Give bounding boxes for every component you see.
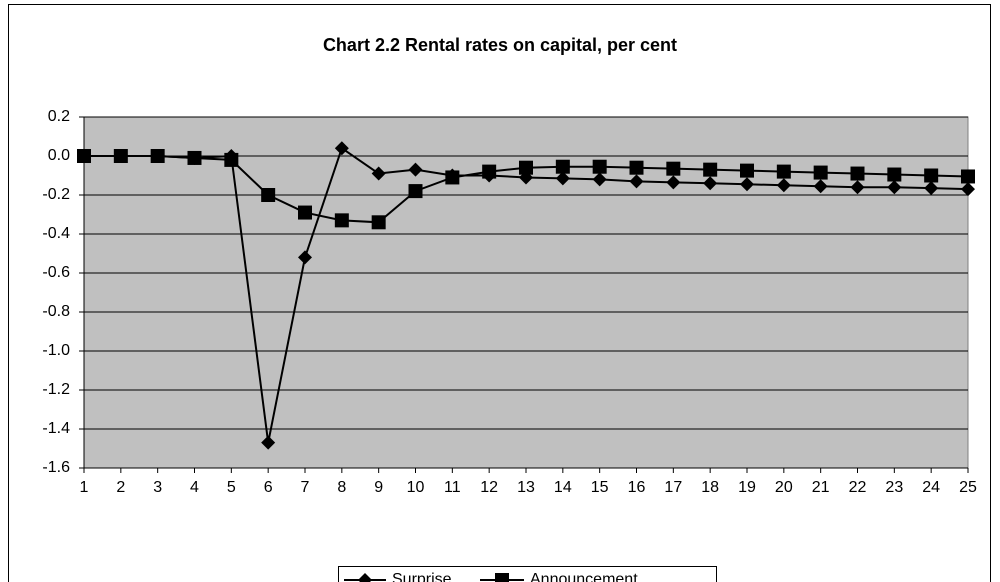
marker	[77, 149, 91, 163]
marker	[887, 167, 902, 182]
marker	[629, 174, 644, 189]
marker	[482, 164, 497, 179]
marker	[850, 166, 865, 181]
x-tick-label: 14	[554, 479, 572, 496]
y-tick-label: -1.6	[42, 459, 70, 476]
marker	[629, 160, 644, 175]
y-tick-label: -0.4	[42, 225, 70, 242]
y-tick-label: -0.8	[42, 303, 70, 320]
marker	[961, 169, 975, 184]
marker	[150, 149, 165, 163]
x-tick-label: 16	[628, 479, 646, 496]
y-tick-label: 0.2	[48, 108, 70, 125]
marker	[298, 250, 312, 265]
marker	[371, 166, 386, 181]
x-tick-label: 15	[591, 479, 609, 496]
marker	[703, 176, 718, 191]
marker	[261, 435, 276, 450]
x-tick-label: 21	[812, 479, 830, 496]
marker	[924, 181, 939, 196]
x-tick-label: 6	[264, 479, 273, 496]
x-tick-label: 7	[301, 479, 310, 496]
x-tick-label: 2	[116, 479, 125, 496]
x-tick-label: 4	[190, 479, 199, 496]
marker	[187, 150, 202, 165]
marker	[298, 205, 312, 220]
x-tick-label: 13	[517, 479, 535, 496]
y-tick-label: -1.2	[42, 381, 70, 398]
y-tick-label: -1.4	[42, 420, 70, 437]
chart-title: Chart 2.2 Rental rates on capital, per c…	[323, 35, 677, 55]
marker	[224, 152, 239, 167]
x-tick-label: 10	[407, 479, 425, 496]
x-tick-label: 17	[664, 479, 682, 496]
marker	[703, 162, 718, 177]
y-tick-label: -1.0	[42, 342, 70, 359]
x-tick-label: 8	[337, 479, 346, 496]
x-tick-label: 25	[959, 479, 977, 496]
marker	[850, 180, 865, 195]
legend-label: Surprise	[392, 571, 452, 582]
marker	[261, 188, 276, 202]
legend-marker	[358, 573, 372, 582]
marker	[666, 161, 681, 176]
marker	[408, 162, 423, 177]
x-tick-label: 5	[227, 479, 236, 496]
y-tick-label: -0.2	[42, 186, 70, 203]
marker	[334, 141, 349, 156]
marker	[961, 182, 975, 197]
legend-marker	[495, 573, 509, 582]
marker	[592, 172, 607, 187]
marker	[445, 170, 460, 185]
marker	[113, 149, 128, 163]
x-tick-label: 19	[738, 479, 756, 496]
marker	[555, 171, 570, 186]
x-tick-label: 22	[849, 479, 867, 496]
marker	[813, 165, 828, 180]
marker	[371, 215, 386, 230]
legend: Surprise Announcement	[338, 566, 717, 582]
x-tick-label: 9	[374, 479, 383, 496]
x-tick-label: 20	[775, 479, 793, 496]
marker	[776, 164, 791, 179]
marker	[887, 180, 902, 195]
x-tick-label: 23	[885, 479, 903, 496]
marker	[813, 179, 828, 194]
x-tick-label: 18	[701, 479, 719, 496]
x-tick-label: 11	[444, 479, 461, 496]
marker	[740, 177, 754, 192]
marker	[666, 175, 681, 190]
marker	[408, 184, 423, 199]
marker	[924, 168, 939, 183]
marker	[740, 163, 754, 178]
marker	[334, 213, 349, 228]
marker	[776, 178, 791, 193]
y-tick-label: 0.0	[48, 147, 70, 164]
legend-label: Announcement	[530, 571, 638, 582]
x-tick-label: 24	[922, 479, 940, 496]
marker	[519, 160, 533, 175]
x-tick-label: 3	[153, 479, 162, 496]
x-tick-label: 1	[80, 479, 89, 496]
marker	[555, 159, 570, 174]
y-tick-label: -0.6	[42, 264, 70, 281]
x-tick-label: 12	[480, 479, 498, 496]
marker	[592, 159, 607, 174]
